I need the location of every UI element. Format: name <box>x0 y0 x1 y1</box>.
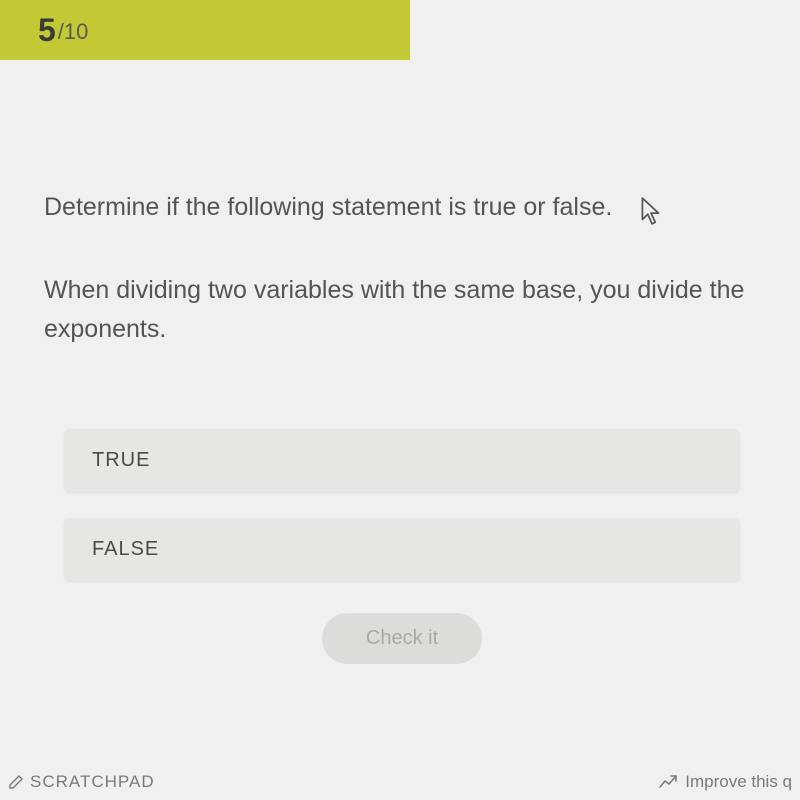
check-button[interactable]: Check it <box>322 613 482 664</box>
question-content: Determine if the following statement is … <box>0 60 800 664</box>
improve-button[interactable]: Improve this q <box>659 772 792 792</box>
option-true[interactable]: TRUE <box>64 429 740 492</box>
footer-bar: SCRATCHPAD Improve this q <box>0 772 800 792</box>
progress-total: /10 <box>58 19 89 45</box>
progress-current: 5 <box>38 12 56 49</box>
answer-options: TRUE FALSE <box>44 429 760 581</box>
option-false[interactable]: FALSE <box>64 518 740 581</box>
check-wrap: Check it <box>44 613 760 664</box>
trend-icon <box>659 775 677 789</box>
progress-badge: 5 /10 <box>0 0 410 60</box>
pencil-icon <box>8 774 24 790</box>
scratchpad-button[interactable]: SCRATCHPAD <box>8 772 155 792</box>
improve-label: Improve this q <box>685 772 792 792</box>
scratchpad-label: SCRATCHPAD <box>30 772 155 792</box>
question-prompt: Determine if the following statement is … <box>44 190 760 225</box>
question-body: When dividing two variables with the sam… <box>44 271 760 349</box>
